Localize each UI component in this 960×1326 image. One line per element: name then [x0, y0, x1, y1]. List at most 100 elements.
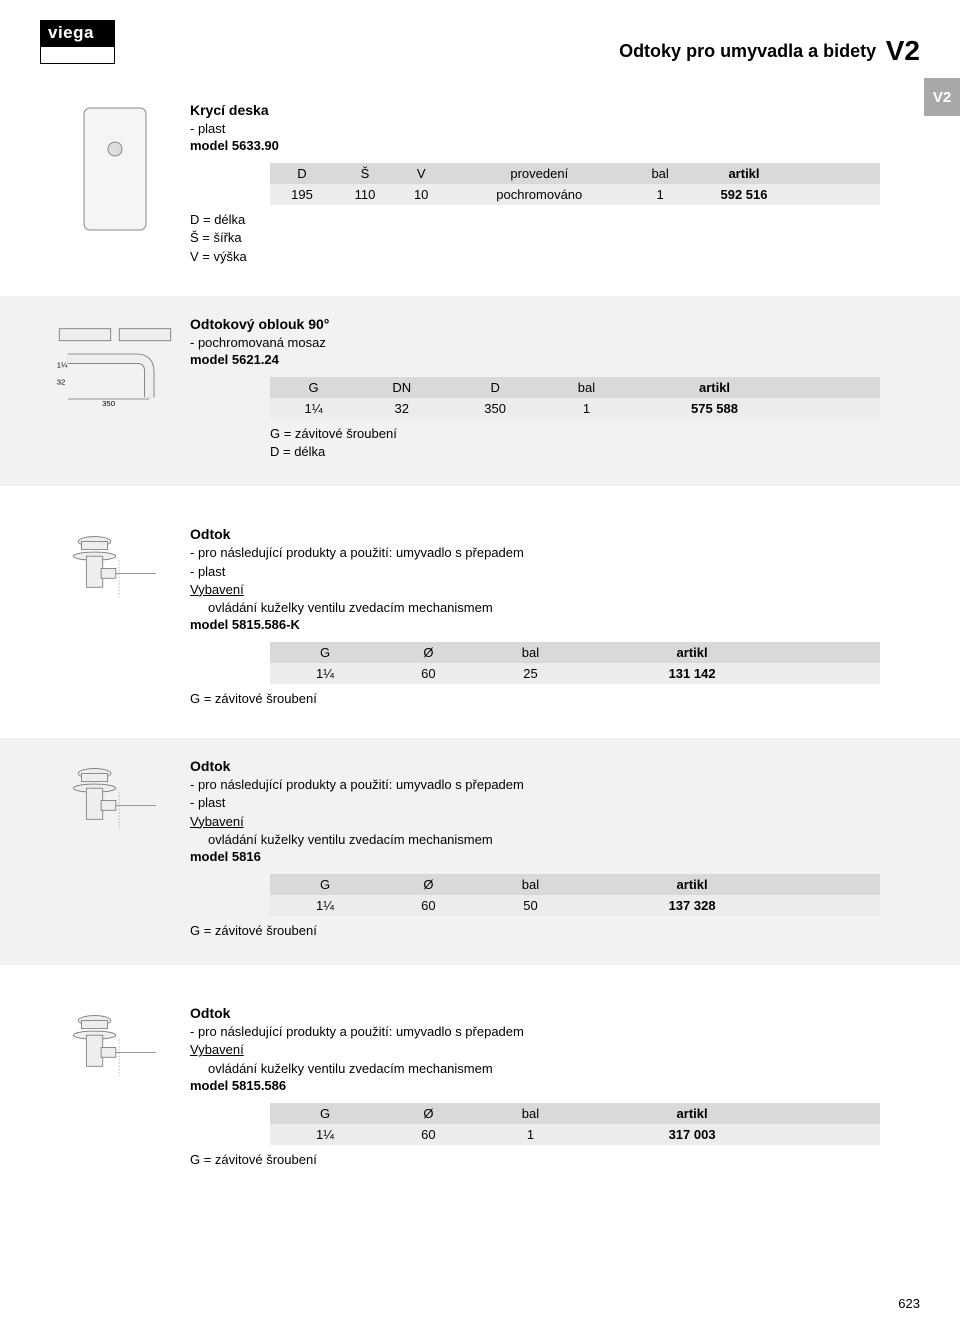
table-header: bal [632, 163, 688, 184]
table-cell: 110 [334, 184, 396, 205]
product-content: Odtok - pro následující produkty a použit… [190, 758, 920, 940]
product-image [40, 526, 190, 708]
table-cell: 60 [380, 895, 477, 916]
table-cell: 1¼ [270, 895, 380, 916]
table-header: bal [477, 874, 584, 895]
table-cell: 50 [477, 895, 584, 916]
product-detail: Vybavení [190, 813, 920, 831]
product-table: GDNDbalartikl1¼323501575 588 [270, 377, 880, 419]
product-title: Krycí deska [190, 102, 920, 118]
table-header: bal [477, 1103, 584, 1124]
table-header [800, 377, 880, 398]
table-cell [800, 1124, 880, 1145]
product-title: Odtok [190, 758, 920, 774]
product-detail: - plast [190, 120, 920, 138]
header-text: Odtoky pro umyvadla a bidety [619, 41, 876, 61]
product-model: model 5816 [190, 849, 920, 864]
table-row: 1¼601317 003 [270, 1124, 880, 1145]
table-cell: 195 [270, 184, 334, 205]
table-header [800, 1103, 880, 1124]
table-cell: 1 [477, 1124, 584, 1145]
legend: G = závitové šroubení [190, 922, 920, 940]
table-header: D [270, 163, 334, 184]
product-table: GØbalartikl1¼6050137 328 [270, 874, 880, 916]
product-content: Odtok - pro následující produkty a použit… [190, 526, 920, 708]
table-header: Ø [380, 642, 477, 663]
product-image [40, 758, 190, 940]
table-header: G [270, 642, 380, 663]
product-detail: ovládání kuželky ventilu zvedacím mechan… [190, 599, 920, 617]
table-header: DN [357, 377, 446, 398]
table-row: 1¼6050137 328 [270, 895, 880, 916]
table-row: 19511010pochromováno1592 516 [270, 184, 880, 205]
table-header [800, 163, 880, 184]
table-cell: 350 [446, 398, 544, 419]
table-header: artikl [584, 1103, 800, 1124]
svg-text:1¼: 1¼ [57, 360, 68, 369]
product-model: model 5621.24 [190, 352, 920, 367]
table-header: artikl [584, 874, 800, 895]
table-header: bal [477, 642, 584, 663]
product-model: model 5633.90 [190, 138, 920, 153]
table-cell: 1 [632, 184, 688, 205]
table-cell: 1¼ [270, 663, 380, 684]
product-detail: - pro následující produkty a použití: um… [190, 544, 920, 562]
table-cell: 60 [380, 1124, 477, 1145]
product-model: model 5815.586-K [190, 617, 920, 632]
product-detail: Vybavení [190, 581, 920, 599]
product-section: Odtok - pro následující produkty a použit… [0, 738, 960, 965]
table-cell: 137 328 [584, 895, 800, 916]
product-detail: - pro následující produkty a použití: um… [190, 776, 920, 794]
table-header: Š [334, 163, 396, 184]
legend: G = závitové šroubení [190, 690, 920, 708]
table-header [800, 874, 880, 895]
table-row: 1¼323501575 588 [270, 398, 880, 419]
table-cell: 575 588 [629, 398, 800, 419]
product-image [40, 1005, 190, 1169]
product-content: Odtokový oblouk 90°- pochromovaná mosazm… [190, 316, 920, 462]
table-header: Ø [380, 1103, 477, 1124]
table-cell: 10 [396, 184, 446, 205]
sections-container: Krycí deska- plastmodel 5633.90DŠVproved… [40, 92, 920, 1169]
table-header: G [270, 1103, 380, 1124]
logo: viega [40, 20, 115, 64]
product-image: 1¼ 32 350 [40, 316, 190, 462]
table-header: D [446, 377, 544, 398]
product-detail: - pro následující produkty a použití: um… [190, 1023, 920, 1041]
table-cell: 131 142 [584, 663, 800, 684]
product-section: 1¼32350Odtokový oblouk 90°- pochromovaná… [0, 296, 960, 487]
table-header: Ø [380, 874, 477, 895]
product-detail: ovládání kuželky ventilu zvedacím mechan… [190, 1060, 920, 1078]
table-cell: 25 [477, 663, 584, 684]
product-section: Odtok - pro následující produkty a použit… [40, 995, 920, 1169]
product-title: Odtok [190, 526, 920, 542]
product-table: GØbalartikl1¼6025131 142 [270, 642, 880, 684]
legend: G = závitové šroubeníD = délka [270, 425, 920, 461]
table-header [800, 642, 880, 663]
page-header: Odtoky pro umyvadla a bidety V2 [40, 20, 920, 67]
side-tab: V2 [924, 78, 960, 116]
svg-text:350: 350 [102, 399, 115, 408]
svg-text:32: 32 [57, 377, 66, 386]
table-cell: 1 [544, 398, 629, 419]
table-cell: 32 [357, 398, 446, 419]
table-cell: 317 003 [584, 1124, 800, 1145]
product-section: Krycí deska- plastmodel 5633.90DŠVproved… [40, 92, 920, 266]
product-title: Odtokový oblouk 90° [190, 316, 920, 332]
table-header: G [270, 874, 380, 895]
product-content: Odtok - pro následující produkty a použit… [190, 1005, 920, 1169]
table-header: artikl [688, 163, 800, 184]
header-code: V2 [886, 35, 920, 66]
table-cell: 1¼ [270, 398, 357, 419]
page-number: 623 [898, 1296, 920, 1311]
product-detail: Vybavení [190, 1041, 920, 1059]
table-header: G [270, 377, 357, 398]
table-header: V [396, 163, 446, 184]
table-cell [800, 895, 880, 916]
table-header: artikl [629, 377, 800, 398]
table-header: bal [544, 377, 629, 398]
table-cell: pochromováno [446, 184, 632, 205]
table-cell: 592 516 [688, 184, 800, 205]
product-title: Odtok [190, 1005, 920, 1021]
product-detail: - plast [190, 563, 920, 581]
